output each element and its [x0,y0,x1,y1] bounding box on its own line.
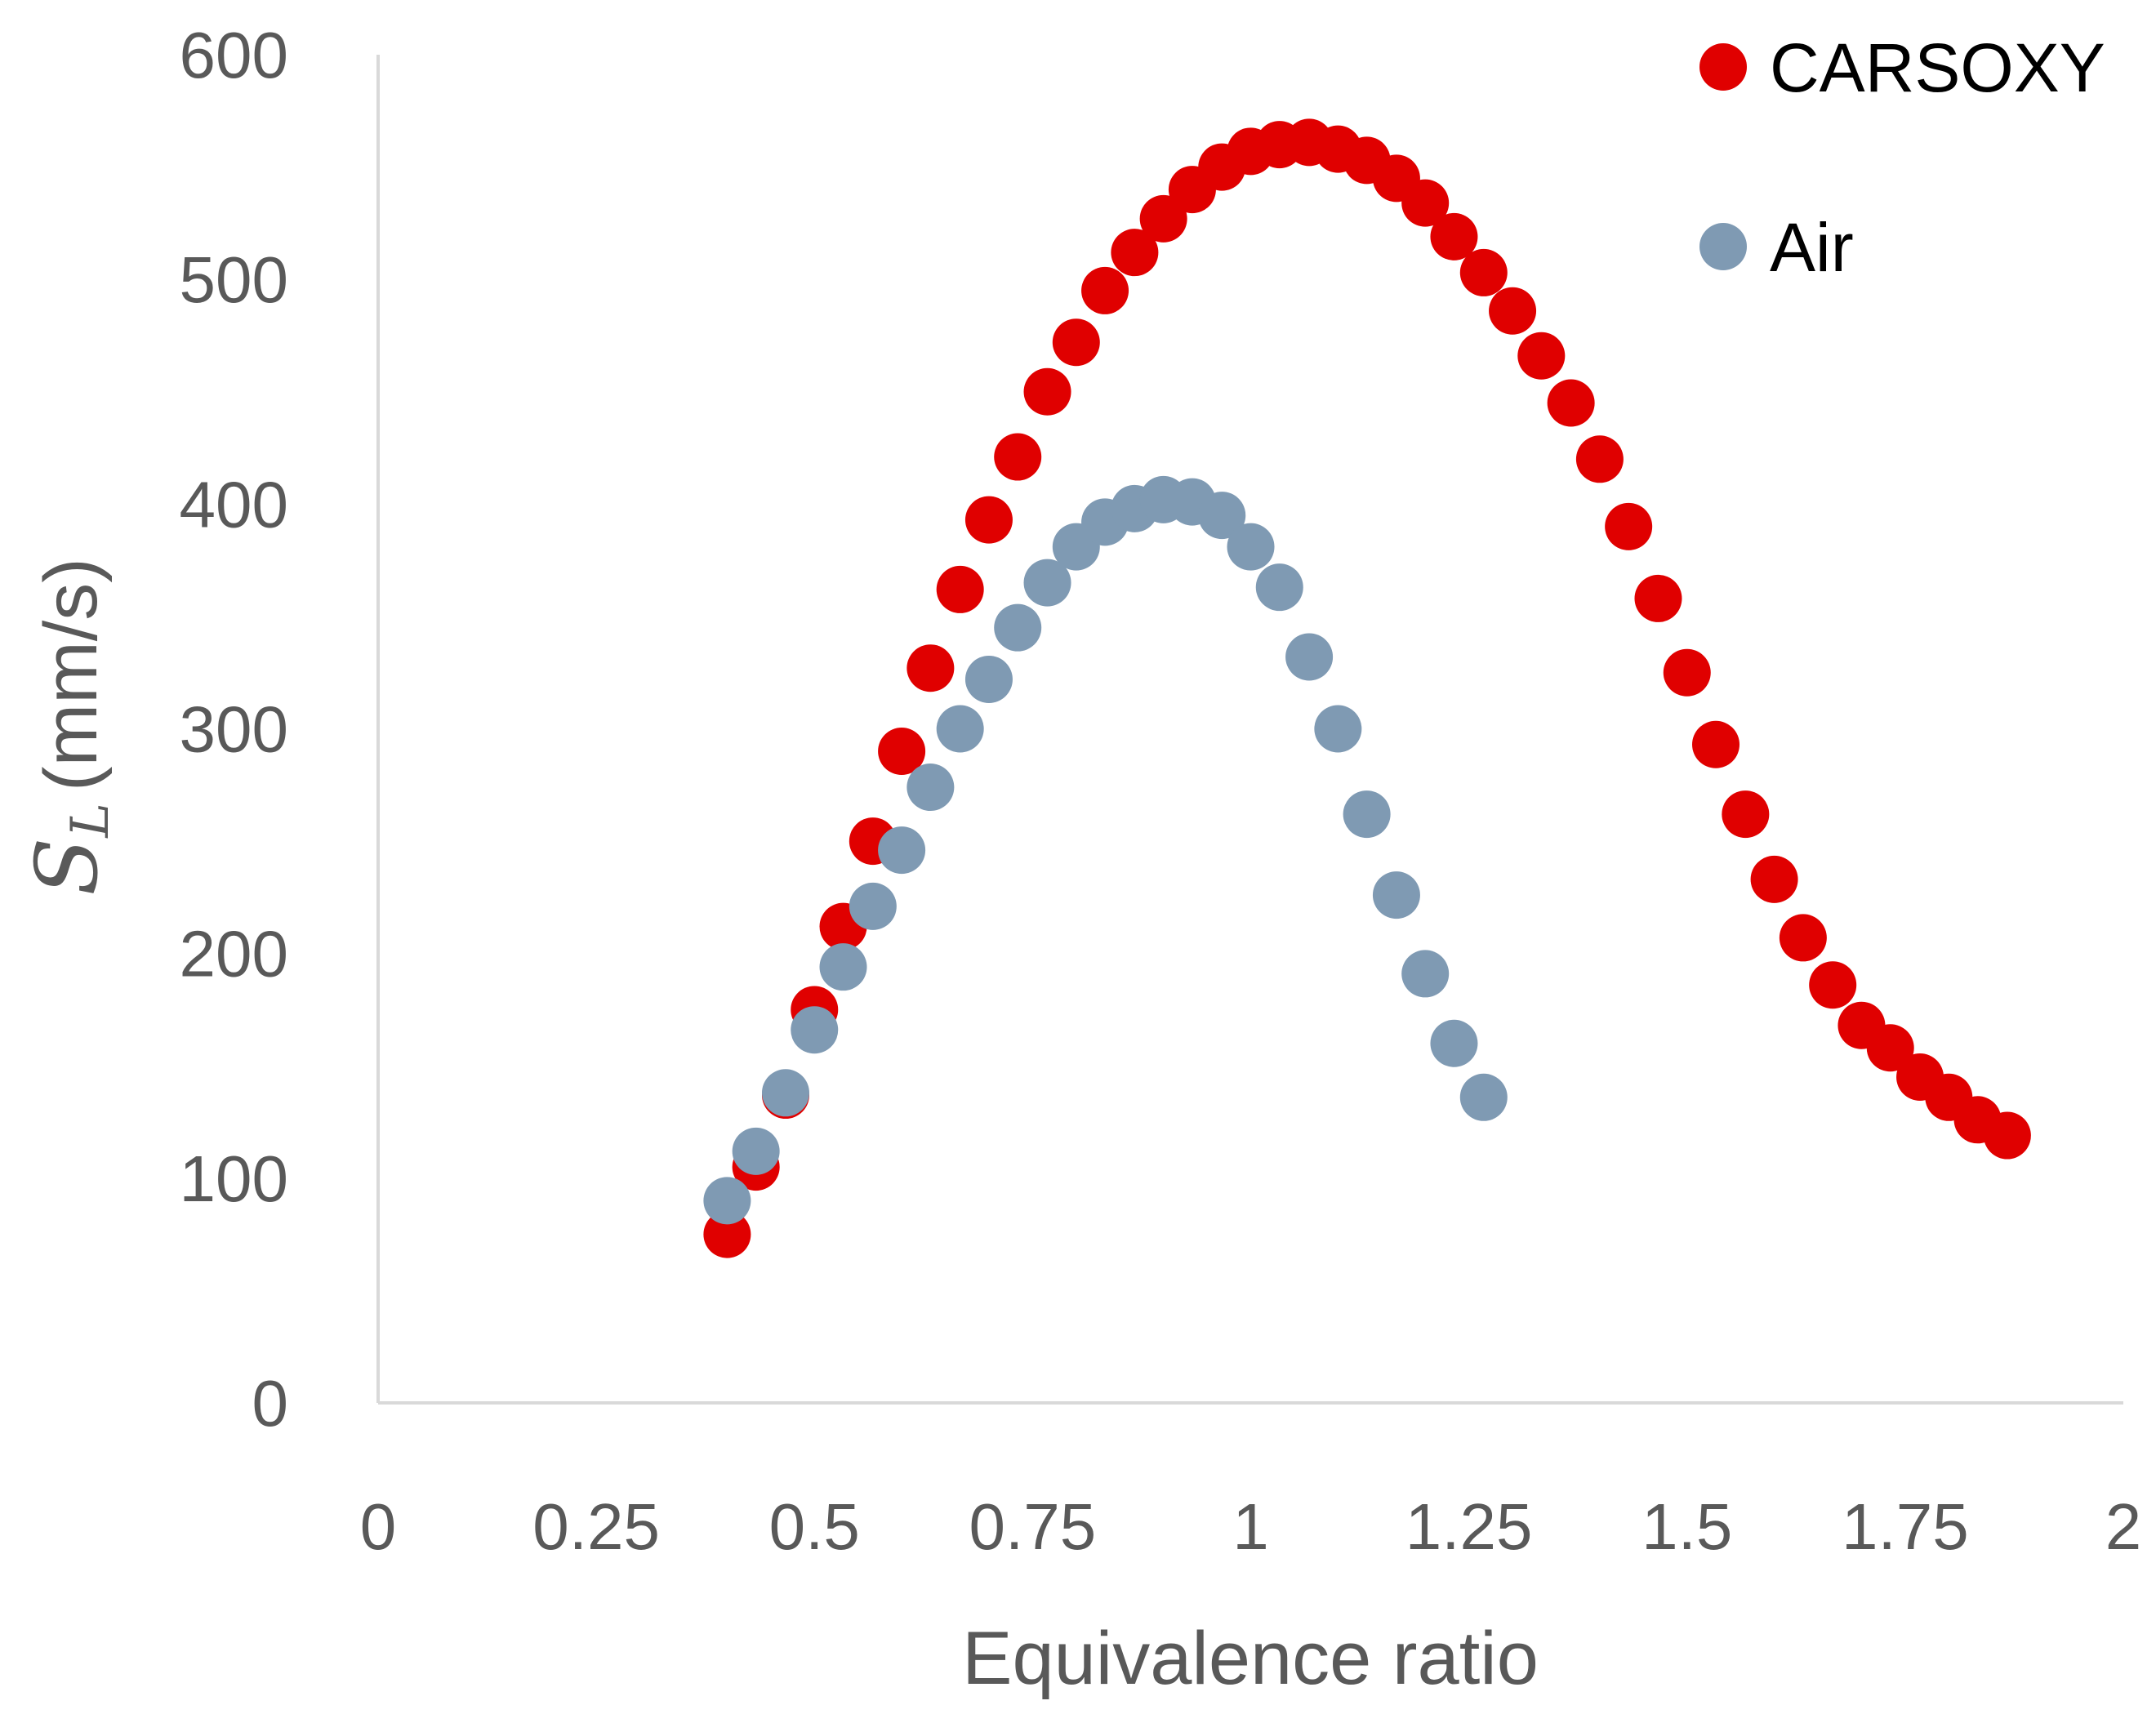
y-tick-label: 600 [180,19,288,91]
air-point [1023,559,1071,607]
air-point [849,882,897,930]
air-point [906,764,955,812]
y-tick-labels: 0 100 200 300 400 500 600 [180,19,288,1440]
carsoxy-point [1459,248,1508,296]
carsoxy-point [994,433,1042,481]
air-point [819,943,867,991]
y-axis-unit: (mm/s) [29,558,113,791]
legend-marker-air [1699,223,1747,270]
air-point [1343,790,1391,839]
carsoxy-point [964,496,1013,544]
x-tick-label: 0 [360,1490,397,1563]
air-point [703,1177,751,1225]
carsoxy-point [1663,648,1711,697]
carsoxy-point [1575,435,1624,483]
carsoxy-point [1111,229,1159,277]
x-tick-label: 0.5 [769,1490,860,1563]
legend: CARSOXY Air [1699,29,2105,286]
carsoxy-point [1983,1111,2031,1160]
air-point [1285,633,1334,681]
y-tick-label: 400 [180,468,288,541]
carsoxy-point [1023,367,1071,416]
air-point [1372,871,1420,919]
air-point [1430,1019,1478,1067]
carsoxy-point [1809,961,1857,1009]
x-tick-label: 2 [2105,1490,2142,1563]
x-tick-label: 0.75 [969,1490,1097,1563]
air-point [1198,492,1246,540]
x-tick-label: 1.25 [1405,1490,1533,1563]
air-point [761,1069,809,1117]
y-axis-subscript: L [60,803,121,839]
legend-label-carsoxy: CARSOXY [1770,29,2105,106]
carsoxy-point [878,728,926,776]
series-carsoxy [703,118,2031,1258]
x-tick-labels: 0 0.25 0.5 0.75 1 1.25 1.5 1.75 2 [360,1490,2142,1563]
x-tick-label: 1 [1232,1490,1269,1563]
carsoxy-point [1052,318,1100,367]
series-air [703,475,1508,1225]
air-point [994,603,1042,652]
x-tick-label: 1.5 [1642,1490,1732,1563]
y-axis-title: SL (mm/s) [17,558,121,896]
carsoxy-point [1866,1024,1914,1072]
air-point [936,705,984,753]
air-point [1227,523,1275,571]
carsoxy-point [1605,502,1653,550]
carsoxy-point [1430,212,1478,260]
y-axis-symbol: S [17,838,117,896]
carsoxy-point [703,1210,751,1258]
y-tick-label: 0 [252,1367,289,1440]
carsoxy-point [1750,855,1798,903]
legend-marker-carsoxy [1699,43,1747,91]
plot-points [703,118,2031,1258]
y-tick-label: 500 [180,243,288,316]
carsoxy-point [1517,332,1566,380]
carsoxy-point [1722,790,1770,839]
air-point [1314,705,1362,753]
carsoxy-point [1139,194,1187,243]
air-point [1255,563,1303,612]
carsoxy-point [1779,914,1827,962]
carsoxy-point [936,565,984,613]
y-tick-label: 200 [180,918,288,991]
air-point [732,1127,780,1175]
air-point [1459,1073,1508,1121]
air-point [964,655,1013,703]
x-axis-title: Equivalence ratio [962,1617,1539,1700]
air-point [1401,950,1450,998]
carsoxy-point [1489,287,1537,335]
axes [376,55,2123,1405]
x-tick-label: 0.25 [532,1490,660,1563]
y-tick-label: 100 [180,1142,288,1215]
legend-label-air: Air [1770,209,1854,286]
carsoxy-point [1401,179,1450,227]
carsoxy-point [906,644,955,692]
carsoxy-point [1634,574,1682,622]
carsoxy-point [1692,720,1740,768]
carsoxy-point [1081,266,1129,314]
air-point [791,1006,839,1054]
carsoxy-point [1547,379,1595,427]
y-tick-label: 300 [180,693,288,766]
x-tick-label: 1.75 [1842,1490,1969,1563]
air-point [878,826,926,875]
